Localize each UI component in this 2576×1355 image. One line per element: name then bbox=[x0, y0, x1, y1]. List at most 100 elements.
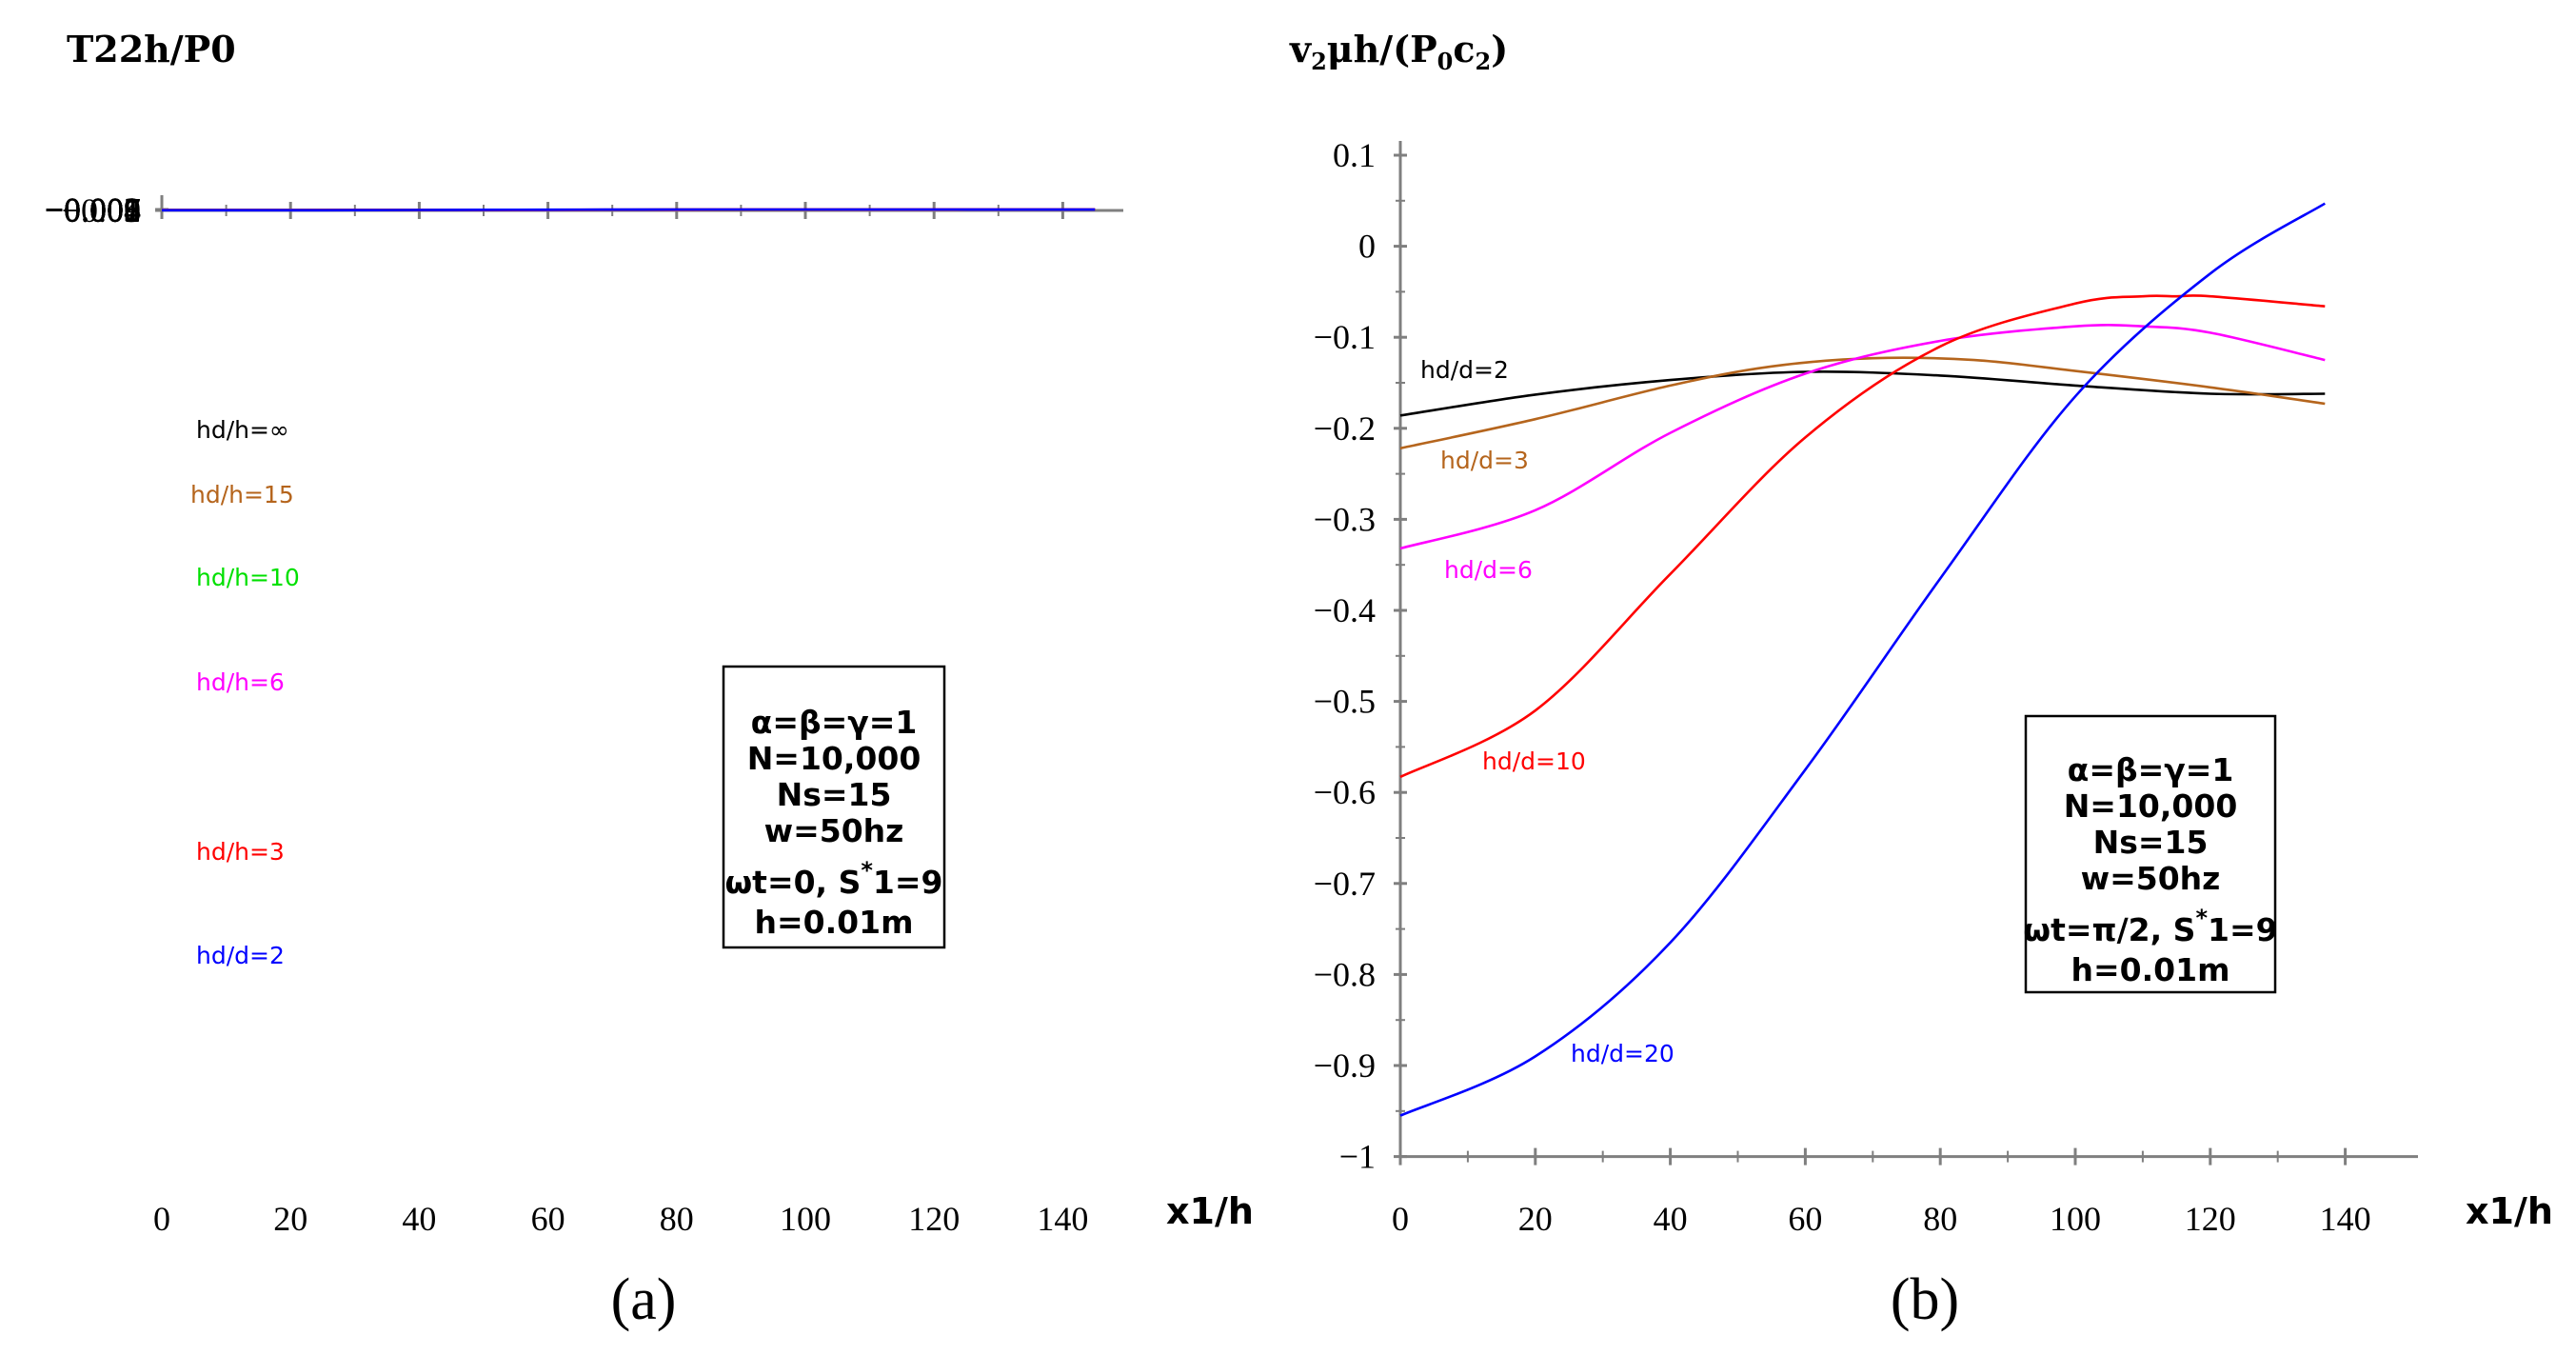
y-tick-label: 0.1 bbox=[1333, 136, 1376, 174]
info-box-frame bbox=[722, 665, 946, 949]
curve-label-3: hd/h=3 bbox=[196, 838, 285, 866]
x-tick-label: 80 bbox=[1923, 1200, 1957, 1238]
y-tick-label: −0.4 bbox=[1314, 591, 1376, 629]
info-wt-sub: 1 bbox=[2208, 911, 2229, 948]
x-tick-label: 0 bbox=[153, 1200, 170, 1238]
curve-label-inf: hd/h=∞ bbox=[196, 416, 289, 444]
y-tick-label: −0.003 bbox=[45, 190, 141, 229]
info-wt-prefix: ωt=π/2, S bbox=[2023, 911, 2195, 948]
curve-label-10: hd/d=10 bbox=[1482, 747, 1586, 775]
panel-b-y-axis: 0.1 0 −0.1 −0.2 −0.3 −0.4 −0.5 −0.6 −0.7 −0.8 −0.9… bbox=[1314, 136, 1407, 1176]
x-tick-label: 60 bbox=[531, 1200, 565, 1238]
x-tick-label: 60 bbox=[1788, 1200, 1822, 1238]
y-tick-label: −0.001 bbox=[45, 190, 141, 229]
info-wt-suffix: =9 bbox=[895, 864, 943, 901]
y-tick-label: 0 bbox=[1358, 228, 1376, 266]
y-tick-label: −1 bbox=[1339, 1138, 1376, 1176]
info-line-params: α=β=γ=1 bbox=[751, 704, 918, 741]
panel-b-title-mid: μh/(P bbox=[1327, 28, 1437, 70]
x-tick-label: 120 bbox=[2185, 1200, 2236, 1238]
series-line-3 bbox=[1399, 356, 2326, 450]
info-line-params: α=β=γ=1 bbox=[2068, 751, 2234, 788]
curve-label-2: hd/d=2 bbox=[1420, 356, 1509, 384]
series-line-20 bbox=[1399, 202, 2326, 1117]
panel-a-curve-labels: hd/h=∞ hd/h=15 hd/h=10 hd/h=6 hd/h=3 hd/… bbox=[190, 416, 300, 969]
y-tick-label: −0.009 bbox=[45, 191, 141, 229]
panel-a-title: T22h/P0 bbox=[67, 28, 236, 70]
panel-b-title-close: ) bbox=[1491, 28, 1508, 70]
info-line-ns: Ns=15 bbox=[777, 776, 892, 813]
x-tick-label: 140 bbox=[1037, 1200, 1088, 1238]
x-tick-label: 100 bbox=[2050, 1200, 2101, 1238]
y-tick-label: −0.8 bbox=[1314, 955, 1376, 993]
x-tick-label: 40 bbox=[1654, 1200, 1688, 1238]
curve-label-6: hd/d=6 bbox=[1444, 556, 1533, 584]
y-tick-label: −0.005 bbox=[45, 190, 141, 229]
curve-label-6: hd/h=6 bbox=[196, 668, 285, 696]
x-tick-label: 20 bbox=[273, 1200, 307, 1238]
y-tick-label: −0.5 bbox=[1314, 683, 1376, 721]
panel-a-x-label: x1/h bbox=[1166, 1190, 1254, 1232]
info-line-ns: Ns=15 bbox=[2093, 824, 2209, 861]
info-wt-sup: * bbox=[861, 857, 873, 884]
caption-a: (a) bbox=[611, 1267, 677, 1332]
panel-b-title-sub2: 2 bbox=[1311, 48, 1327, 75]
x-tick-label: 100 bbox=[780, 1200, 831, 1238]
info-wt-prefix: ωt=0, S bbox=[724, 864, 861, 901]
panel-b-curve-labels: hd/d=2 hd/d=3 hd/d=6 hd/d=10 hd/d=20 bbox=[1420, 356, 1674, 1067]
panel-b-curves bbox=[1399, 202, 2326, 1117]
info-line-w: w=50hz bbox=[764, 812, 904, 849]
y-tick-label: −0.6 bbox=[1314, 773, 1376, 811]
x-tick-label: 140 bbox=[2320, 1200, 2371, 1238]
curve-label-20: hd/d=20 bbox=[1571, 1040, 1674, 1067]
info-wt-sup: * bbox=[2195, 905, 2208, 931]
panel-b: v2μh/(P0c2) 0.10−0.1−0.2−0.3−0.4−0.5−0.6… bbox=[1289, 28, 2553, 1332]
info-line-wt: ωt=0, S*1=9 bbox=[724, 857, 942, 901]
x-tick-label: 20 bbox=[1518, 1200, 1553, 1238]
curve-label-10: hd/h=10 bbox=[196, 564, 300, 591]
caption-b: (b) bbox=[1891, 1267, 1959, 1332]
y-tick-label: −0.2 bbox=[1314, 409, 1376, 448]
series-line-6 bbox=[1399, 324, 2326, 550]
y-tick-label: −0.002 bbox=[45, 190, 141, 229]
info-line-wt: ωt=π/2, S*1=9 bbox=[2023, 905, 2277, 948]
y-tick-label: −0.004 bbox=[45, 190, 141, 229]
info-wt-suffix: =9 bbox=[2229, 911, 2278, 948]
series-line-10 bbox=[1399, 294, 2326, 779]
panel-a-x-axis: 0 20 40 60 80 100 120 140 bbox=[153, 201, 1123, 1238]
info-line-h: h=0.01m bbox=[2071, 951, 2230, 988]
x-tick-label: 0 bbox=[1392, 1200, 1409, 1238]
curve-label-3: hd/d=3 bbox=[1440, 447, 1529, 474]
info-box-frame bbox=[2024, 714, 2277, 994]
panel-b-title: v2μh/(P0c2) bbox=[1289, 28, 1508, 75]
y-tick-label: −0.3 bbox=[1314, 500, 1376, 538]
y-tick-label: −0.7 bbox=[1314, 865, 1376, 903]
panel-a-curves bbox=[161, 208, 1096, 212]
y-tick-label: 0 bbox=[124, 190, 141, 229]
curve-label-2: hd/d=2 bbox=[196, 942, 285, 969]
info-wt-sub: 1 bbox=[873, 864, 895, 901]
y-tick-label: −0.006 bbox=[45, 191, 141, 229]
y-tick-label: −0.1 bbox=[1314, 318, 1376, 356]
panel-b-title-sub0: 0 bbox=[1437, 48, 1454, 75]
panel-a-y-axis: 0−0.001−0.002−0.003−0.004−0.005−0.006−0.… bbox=[45, 190, 168, 229]
panel-a-info-box: α=β=γ=1 N=10,000 Ns=15 w=50hz ωt=0, S*1=… bbox=[722, 665, 946, 949]
panel-b-title-subc2: 2 bbox=[1476, 48, 1492, 75]
series-line-2 bbox=[162, 208, 1096, 212]
info-line-n: N=10,000 bbox=[747, 740, 921, 777]
info-line-h: h=0.01m bbox=[755, 904, 914, 941]
panel-b-info-box: α=β=γ=1 N=10,000 Ns=15 w=50hz ωt=π/2, S*… bbox=[2023, 714, 2278, 994]
y-tick-label: −0.007 bbox=[45, 191, 141, 229]
y-tick-label: −0.9 bbox=[1314, 1046, 1376, 1085]
y-tick-label: −0.01 bbox=[62, 191, 141, 229]
panel-a: T22h/P0 0−0.001−0.002−0.003−0.004−0.005−… bbox=[45, 28, 1254, 1332]
curve-label-15: hd/h=15 bbox=[190, 481, 294, 508]
panel-b-x-axis: 0 20 40 60 80 100 120 140 bbox=[1392, 1147, 2418, 1238]
panel-b-title-c: c bbox=[1453, 28, 1475, 70]
x-tick-label: 40 bbox=[402, 1200, 436, 1238]
panel-b-title-v: v bbox=[1289, 28, 1313, 70]
x-tick-label: 80 bbox=[660, 1200, 694, 1238]
series-line-2 bbox=[1399, 370, 2326, 417]
x-tick-label: 120 bbox=[908, 1200, 960, 1238]
